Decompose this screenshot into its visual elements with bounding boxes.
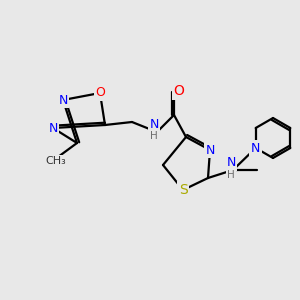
Text: N: N xyxy=(48,122,58,134)
Text: CH₃: CH₃ xyxy=(46,156,66,166)
Text: S: S xyxy=(178,183,188,197)
Text: N: N xyxy=(205,143,215,157)
Text: H: H xyxy=(150,131,158,141)
Text: N: N xyxy=(251,142,260,154)
Text: H: H xyxy=(227,170,235,180)
Text: N: N xyxy=(226,157,236,169)
Text: N: N xyxy=(149,118,159,131)
Text: N: N xyxy=(58,94,68,106)
Text: O: O xyxy=(174,84,184,98)
Text: O: O xyxy=(95,86,105,100)
